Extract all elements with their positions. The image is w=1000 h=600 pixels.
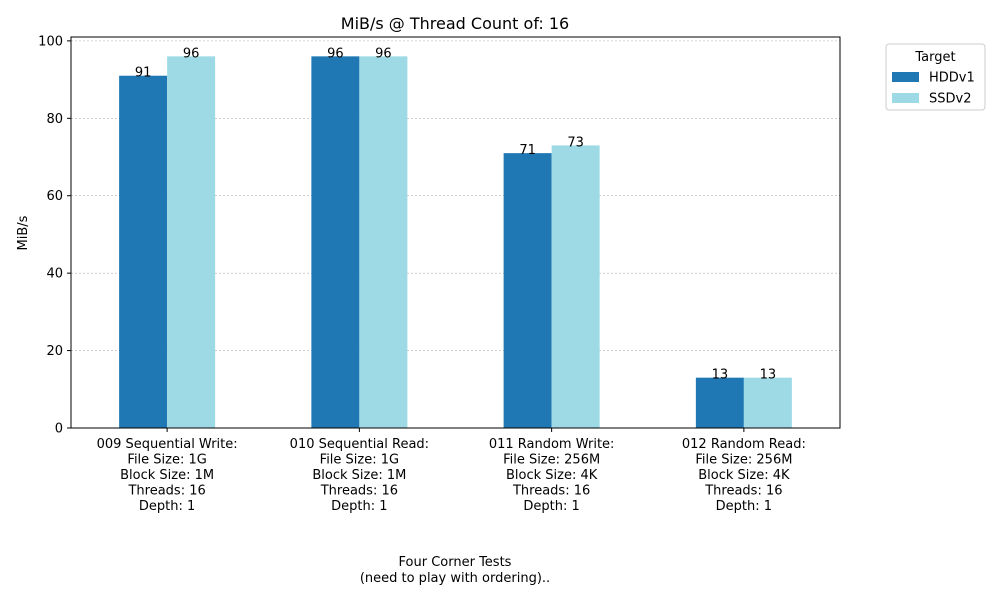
bar-ssdv2: [743, 377, 792, 428]
y-tick-label: 80: [46, 112, 63, 127]
y-tick-label: 60: [46, 189, 63, 204]
x-tick-label: Depth: 1: [716, 499, 772, 514]
plot-frame: [70, 36, 841, 429]
legend-label: HDDv1: [929, 71, 975, 86]
x-tick-label: 009 Sequential Write:: [97, 437, 238, 452]
bar-value-label: 91: [135, 66, 152, 81]
x-axis-label-line: (need to play with ordering)..: [360, 571, 550, 586]
y-tick-label: 0: [55, 422, 63, 437]
legend-title: Target: [914, 50, 955, 65]
x-tick-label: Depth: 1: [331, 499, 387, 514]
x-axis-label: Four Corner Tests(need to play with orde…: [360, 555, 550, 586]
x-tick-label: Block Size: 4K: [698, 468, 790, 483]
legend-swatch: [892, 93, 919, 103]
x-tick-label: Depth: 1: [139, 499, 195, 514]
legend-swatch: [892, 72, 919, 82]
chart-title: MiB/s @ Thread Count of: 16: [341, 14, 569, 33]
bar-value-label: 96: [183, 46, 200, 61]
bar-hddv1: [119, 75, 168, 429]
bar-value-label: 13: [760, 368, 777, 383]
legend: Target HDDv1 SSDv2: [885, 43, 986, 111]
x-tick-label: Threads: 16: [512, 484, 590, 499]
bar-value-label: 96: [327, 46, 344, 61]
x-tick-label: File Size: 1G: [320, 453, 399, 468]
x-tick-label: Block Size: 1M: [120, 468, 214, 483]
bar-value-label: 96: [375, 46, 392, 61]
x-tick-label: File Size: 256M: [695, 453, 792, 468]
bar-value-label: 13: [712, 368, 729, 383]
x-axis: 009 Sequential Write:File Size: 1GBlock …: [97, 428, 806, 514]
legend-label: SSDv2: [929, 92, 971, 107]
bar-hddv1: [695, 377, 744, 428]
x-tick-label: 011 Random Write:: [489, 437, 615, 452]
bar-ssdv2: [167, 56, 216, 428]
y-tick-label: 40: [46, 267, 63, 282]
bar-hddv1: [503, 153, 552, 428]
y-axis: 0 20 40 60 80 100: [38, 34, 71, 437]
bar-value-label: 71: [519, 143, 536, 158]
x-tick-label: Threads: 16: [127, 484, 205, 499]
x-tick-label: File Size: 1G: [127, 453, 206, 468]
x-tick-label: File Size: 256M: [503, 453, 600, 468]
bar-value-label: 73: [567, 135, 584, 150]
bars: [119, 56, 792, 429]
y-tick-label: 100: [38, 34, 63, 49]
x-tick-label: Block Size: 4K: [506, 468, 598, 483]
x-axis-label-line: Four Corner Tests: [399, 555, 512, 570]
bar-hddv1: [311, 56, 360, 428]
x-tick-label: Block Size: 1M: [312, 468, 406, 483]
x-tick-label: 012 Random Read:: [682, 437, 806, 452]
y-axis-label: MiB/s: [16, 215, 31, 250]
x-tick-label: Depth: 1: [523, 499, 579, 514]
data-labels: 91 96 96 96 71 73 13 13: [135, 46, 776, 382]
x-tick-label: 010 Sequential Read:: [290, 437, 429, 452]
y-tick-label: 20: [46, 344, 63, 359]
bar-ssdv2: [551, 145, 600, 428]
x-tick-label: Threads: 16: [320, 484, 398, 499]
bar-ssdv2: [359, 56, 408, 428]
x-tick-label: Threads: 16: [704, 484, 782, 499]
